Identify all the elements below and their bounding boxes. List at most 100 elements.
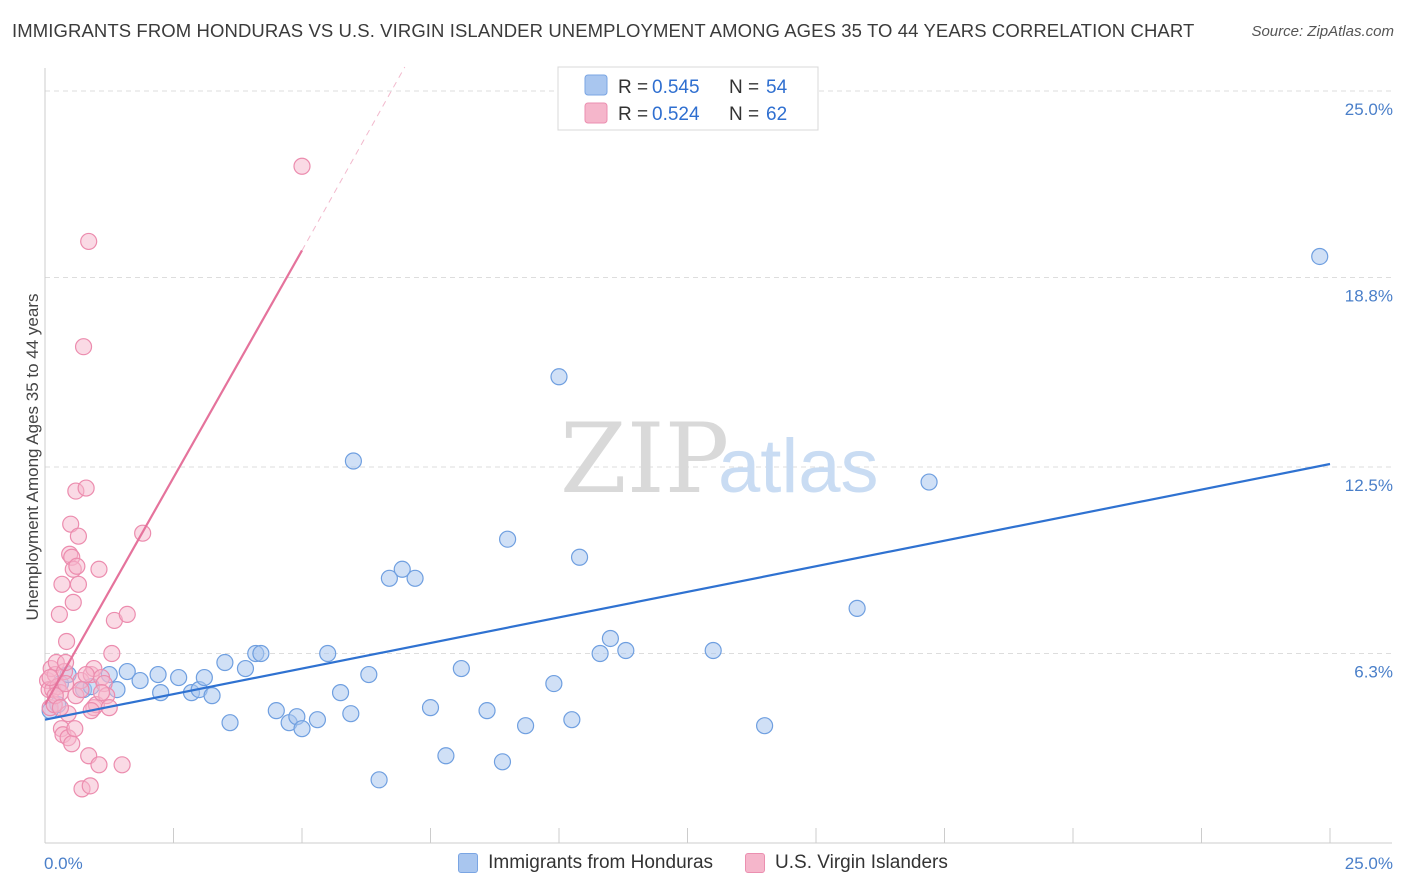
series-label-honduras: Immigrants from Honduras xyxy=(488,852,714,873)
data-points xyxy=(38,157,1329,798)
series-legend-item-honduras[interactable]: Immigrants from Honduras xyxy=(458,852,713,874)
virgin-islanders-point-52[interactable] xyxy=(293,157,311,175)
honduras-point-27[interactable] xyxy=(319,644,337,663)
honduras-point-29[interactable] xyxy=(342,705,360,723)
watermark-zip: ZIP xyxy=(560,403,729,515)
honduras-point-39[interactable] xyxy=(478,702,496,720)
virgin-islanders-point-22[interactable] xyxy=(63,735,81,753)
y-tick-label-1: 12.5% xyxy=(1345,476,1393,495)
honduras-point-53[interactable] xyxy=(920,473,938,491)
virgin-islanders-point-39[interactable] xyxy=(81,777,99,795)
legend-swatch-honduras xyxy=(584,74,608,96)
y-tick-labels: 6.3% 12.5% 18.8% 25.0% xyxy=(1345,100,1393,681)
honduras-point-40[interactable] xyxy=(493,753,512,771)
honduras-point-32[interactable] xyxy=(370,771,388,789)
virgin-islanders-point-16[interactable] xyxy=(57,632,76,651)
series-swatch-virgin-islanders xyxy=(745,853,766,873)
virgin-islanders-point-53[interactable] xyxy=(41,668,59,687)
honduras-trend-line xyxy=(44,462,1331,721)
series-legend: Immigrants from Honduras U.S. Virgin Isl… xyxy=(0,852,1406,874)
legend-swatch-virgin-islanders xyxy=(584,102,608,124)
y-tick-label-3: 25.0% xyxy=(1345,100,1393,119)
x-tick-label-1: 25.0% xyxy=(1345,854,1393,873)
honduras-point-26[interactable] xyxy=(308,711,327,729)
virgin-islanders-point-12[interactable] xyxy=(53,575,71,593)
watermark: ZIP atlas xyxy=(560,403,879,515)
honduras-point-18[interactable] xyxy=(221,714,239,732)
virgin-islanders-point-25[interactable] xyxy=(66,720,84,738)
virgin-islanders-point-55[interactable] xyxy=(51,699,70,717)
virgin-islanders-point-59[interactable] xyxy=(77,665,95,684)
y-tick-label-2: 18.8% xyxy=(1345,287,1393,306)
honduras-point-45[interactable] xyxy=(563,711,581,729)
virgin-islanders-point-47[interactable] xyxy=(103,644,121,663)
virgin-islanders-trend-extension xyxy=(301,66,406,251)
legend-r-value-2: 0.524 xyxy=(652,104,700,125)
y-axis-title: Unemployment Among Ages 35 to 44 years xyxy=(23,294,42,621)
source-label: Source: ZipAtlas.com xyxy=(1251,23,1394,40)
honduras-point-35[interactable] xyxy=(406,569,424,587)
honduras-point-49[interactable] xyxy=(617,641,635,660)
honduras-point-15[interactable] xyxy=(195,668,213,687)
legend-r-label-2: R = xyxy=(618,104,648,125)
chart-title: IMMIGRANTS FROM HONDURAS VS U.S. VIRGIN … xyxy=(12,20,1195,41)
honduras-point-34[interactable] xyxy=(393,560,411,578)
honduras-point-44[interactable] xyxy=(550,368,568,386)
y-tick-label-0: 6.3% xyxy=(1354,663,1393,682)
series-label-virgin-islanders: U.S. Virgin Islanders xyxy=(775,852,948,873)
virgin-islanders-point-9[interactable] xyxy=(50,605,68,624)
honduras-point-22[interactable] xyxy=(267,702,285,720)
honduras-point-17[interactable] xyxy=(216,653,234,672)
virgin-islanders-point-20[interactable] xyxy=(62,515,80,533)
honduras-point-10[interactable] xyxy=(149,665,167,684)
virgin-islanders-point-33[interactable] xyxy=(77,479,95,497)
trend-lines xyxy=(44,66,1331,721)
virgin-islanders-point-42[interactable] xyxy=(90,560,108,578)
legend-n-label-1: N = xyxy=(729,77,759,98)
honduras-point-19[interactable] xyxy=(236,659,255,678)
honduras-point-31[interactable] xyxy=(360,665,378,684)
honduras-point-52[interactable] xyxy=(848,599,866,617)
virgin-islanders-point-28[interactable] xyxy=(69,575,88,593)
legend-r-label-1: R = xyxy=(618,77,648,98)
virgin-islanders-point-32[interactable] xyxy=(74,338,93,356)
virgin-islanders-point-38[interactable] xyxy=(80,232,98,251)
honduras-point-38[interactable] xyxy=(452,659,470,678)
honduras-point-33[interactable] xyxy=(380,569,398,587)
virgin-islanders-point-41[interactable] xyxy=(90,756,108,774)
honduras-point-46[interactable] xyxy=(570,548,589,566)
virgin-islanders-point-29[interactable] xyxy=(69,527,88,545)
correlation-legend: R = 0.545 N = 54 R = 0.524 N = 62 xyxy=(557,66,819,131)
honduras-point-47[interactable] xyxy=(591,644,609,663)
legend-n-value-2: 62 xyxy=(766,104,787,125)
honduras-point-51[interactable] xyxy=(755,717,774,735)
honduras-point-12[interactable] xyxy=(170,668,188,687)
honduras-point-36[interactable] xyxy=(421,699,440,717)
honduras-point-48[interactable] xyxy=(601,629,620,648)
series-legend-item-virgin-islanders[interactable]: U.S. Virgin Islanders xyxy=(745,852,948,874)
virgin-islanders-point-27[interactable] xyxy=(68,557,86,575)
honduras-point-43[interactable] xyxy=(545,674,563,693)
honduras-point-50[interactable] xyxy=(704,641,722,660)
series-swatch-honduras xyxy=(458,853,479,873)
honduras-point-54[interactable] xyxy=(1311,247,1329,266)
honduras-point-30[interactable] xyxy=(344,452,362,470)
legend-n-value-1: 54 xyxy=(766,77,788,98)
grid-lines xyxy=(45,90,1392,655)
honduras-point-37[interactable] xyxy=(437,747,455,765)
virgin-islanders-point-49[interactable] xyxy=(113,756,131,774)
virgin-islanders-point-58[interactable] xyxy=(72,680,90,699)
honduras-point-25[interactable] xyxy=(293,720,311,738)
honduras-point-21[interactable] xyxy=(252,644,270,663)
virgin-islanders-point-61[interactable] xyxy=(92,684,111,702)
x-tick-labels: 0.0% 25.0% xyxy=(44,854,1393,873)
honduras-point-28[interactable] xyxy=(331,684,350,702)
honduras-point-9[interactable] xyxy=(131,671,149,690)
honduras-point-42[interactable] xyxy=(516,717,535,735)
honduras-point-8[interactable] xyxy=(118,662,136,681)
honduras-point-41[interactable] xyxy=(499,530,517,548)
virgin-islanders-point-23[interactable] xyxy=(64,593,82,611)
virgin-islanders-point-50[interactable] xyxy=(118,605,136,624)
honduras-point-16[interactable] xyxy=(203,687,221,705)
